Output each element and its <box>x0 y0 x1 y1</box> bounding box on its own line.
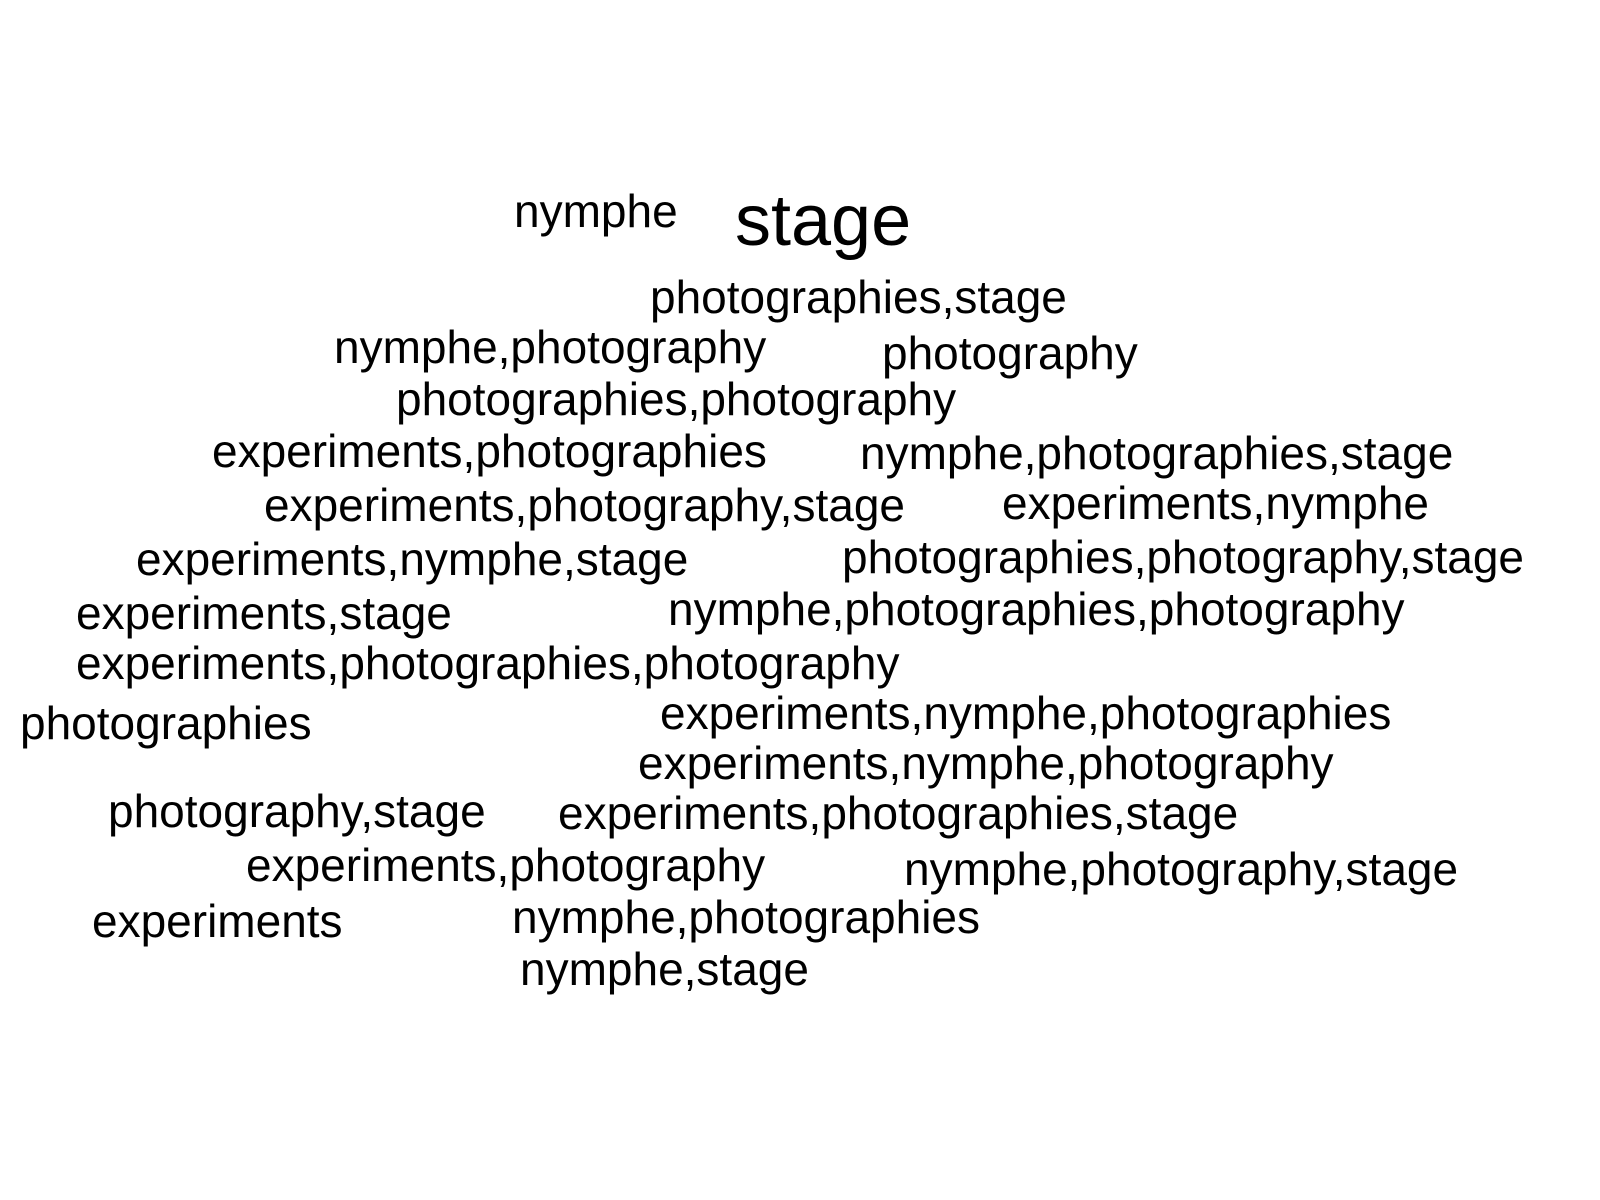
word-nymphe-photographies-photography: nymphe,photographies,photography <box>668 583 1405 635</box>
word-nymphe-photography-stage: nymphe,photography,stage <box>904 843 1459 895</box>
word-photographies-photography: photographies,photography <box>396 373 957 425</box>
word-photographies-photography-stage: photographies,photography,stage <box>842 531 1525 583</box>
word-stage: stage <box>735 181 912 261</box>
word-experiments-nymphe-photography: experiments,nymphe,photography <box>638 737 1334 789</box>
word-nymphe-stage: nymphe,stage <box>520 943 809 995</box>
word-experiments-nymphe-photographies: experiments,nymphe,photographies <box>660 687 1392 739</box>
word-experiments-photography-stage: experiments,photography,stage <box>264 479 905 531</box>
word-nymphe-photographies: nymphe,photographies <box>512 891 980 943</box>
word-experiments-nymphe: experiments,nymphe <box>1002 477 1429 529</box>
word-experiments-photographies-photography: experiments,photographies,photography <box>76 637 900 689</box>
word-experiments-photographies-stage: experiments,photographies,stage <box>558 787 1239 839</box>
word-experiments-photographies: experiments,photographies <box>212 425 767 477</box>
word-photography-stage: photography,stage <box>108 785 486 837</box>
word-experiments-photography: experiments,photography <box>246 839 766 891</box>
word-experiments-stage: experiments,stage <box>76 587 452 639</box>
word-nymphe: nymphe <box>514 185 678 237</box>
word-experiments-nymphe-stage: experiments,nymphe,stage <box>136 533 689 585</box>
word-photography: photography <box>882 327 1138 379</box>
word-experiments: experiments <box>92 895 343 947</box>
word-nymphe-photography: nymphe,photography <box>334 321 767 373</box>
word-photographies-stage: photographies,stage <box>650 271 1067 323</box>
word-nymphe-photographies-stage: nymphe,photographies,stage <box>860 427 1454 479</box>
word-photographies: photographies <box>20 697 312 749</box>
